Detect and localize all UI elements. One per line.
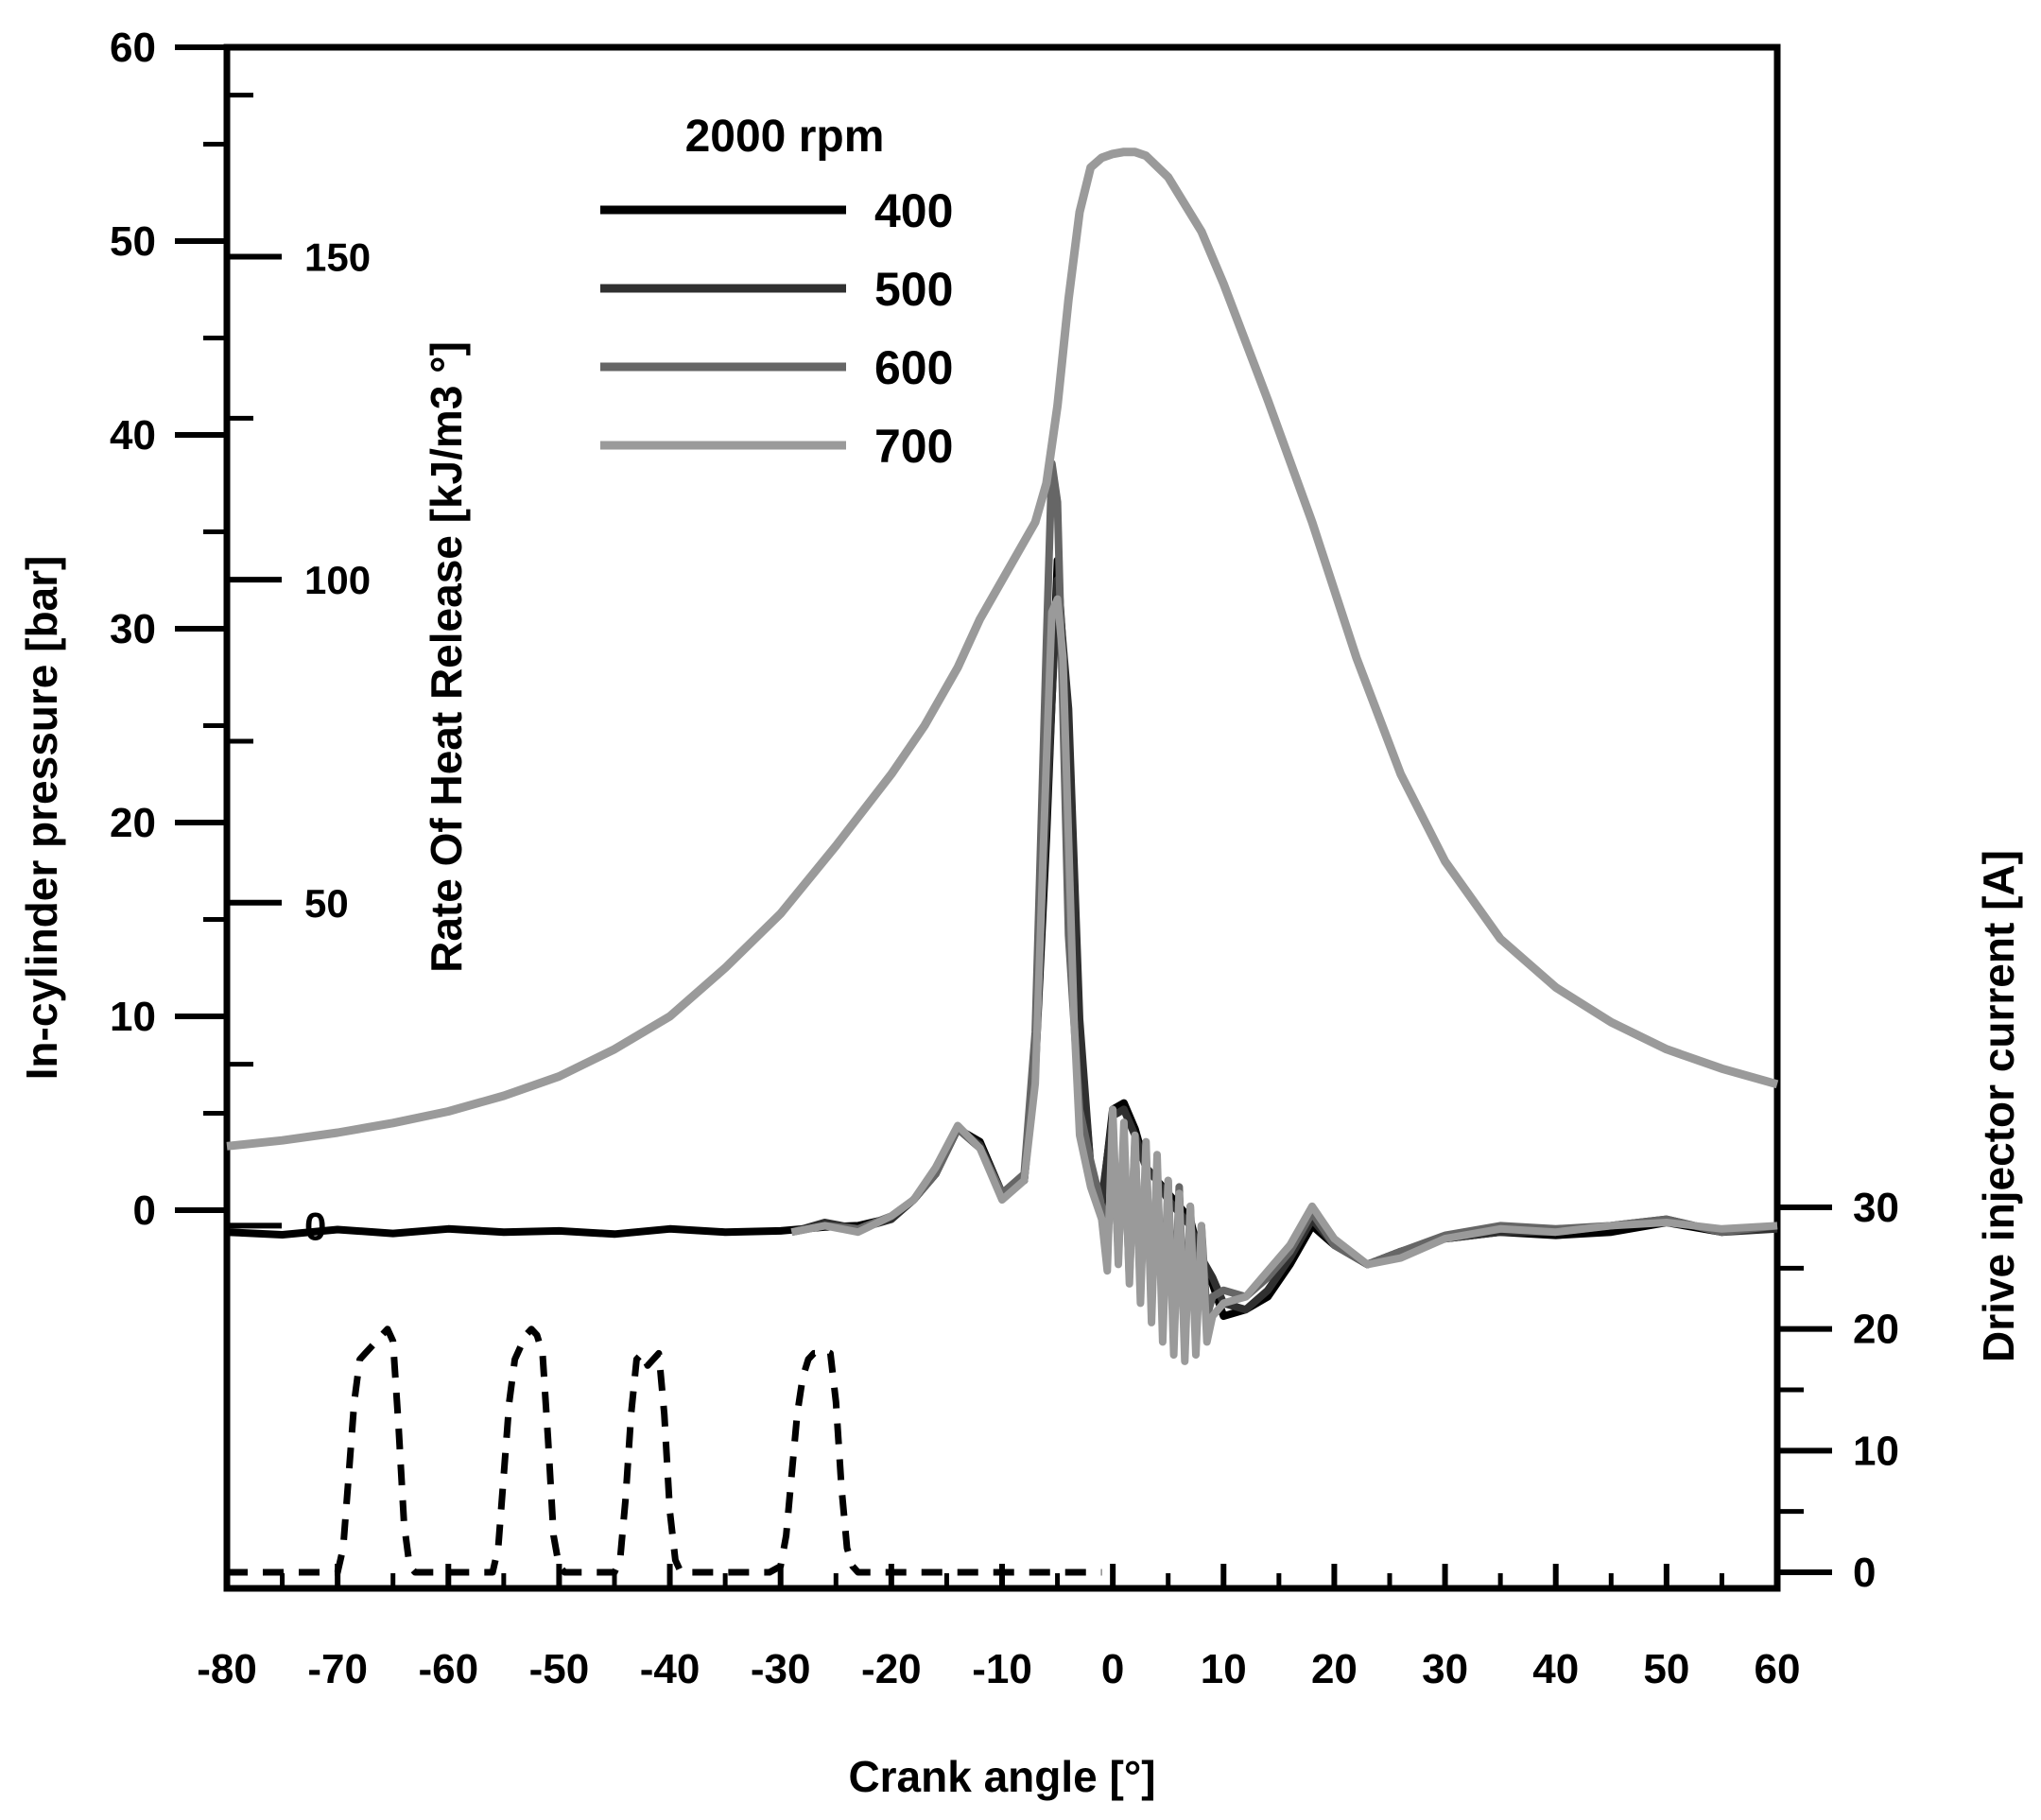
legend: 2000 rpm 400 500 600 700 xyxy=(600,112,953,473)
pressure-curve-line xyxy=(226,147,1779,1151)
legend-label-400: 400 xyxy=(874,184,953,237)
heat-release-line-700 xyxy=(790,595,1778,1365)
legend-label-500: 500 xyxy=(874,263,953,316)
legend-label-600: 600 xyxy=(874,341,953,394)
heat-release-lines xyxy=(226,459,1778,1365)
pressure-tick-label: 60 xyxy=(110,25,156,71)
x-tick-label: -70 xyxy=(307,1646,368,1692)
heat-release-axis-title: Rate Of Heat Release [kJ/m3 °] xyxy=(422,341,471,973)
x-tick-label: -60 xyxy=(418,1646,478,1692)
pressure-tick-label: 20 xyxy=(110,800,156,846)
heat-tick-label: 0 xyxy=(304,1204,326,1248)
pressure-tick-label: 10 xyxy=(110,994,156,1040)
x-tick-label: 30 xyxy=(1422,1646,1468,1692)
x-tick-label: 0 xyxy=(1101,1646,1124,1692)
x-tick-label: 50 xyxy=(1643,1646,1689,1692)
x-tick-label: -50 xyxy=(529,1646,590,1692)
x-tick-label: -40 xyxy=(640,1646,701,1692)
x-tick-label: 60 xyxy=(1755,1646,1801,1692)
x-tick-label: 10 xyxy=(1201,1646,1247,1692)
pressure-tick-label: 30 xyxy=(110,606,156,652)
pressure-axis-title: In-cylinder pressure [bar] xyxy=(17,556,66,1081)
heat-release-axis-ticks: 0 50 100 150 xyxy=(227,93,371,1248)
heat-release-line-600 xyxy=(790,459,1778,1346)
axes-group: -80 -70 -60 -50 -40 -30 -20 -10 0 10 20 30 40 50 60 0 1… xyxy=(110,25,1899,1692)
heat-release-line-500 xyxy=(790,576,1778,1314)
pressure-tick-label: 40 xyxy=(110,412,156,459)
current-axis-title: Drive injector current [A] xyxy=(1974,850,2023,1362)
pressure-tick-label: 0 xyxy=(133,1187,156,1234)
pressure-axis-ticks: 0 10 20 30 40 50 60 xyxy=(110,25,227,1234)
x-tick-label: -80 xyxy=(197,1646,257,1692)
current-tick-label: 20 xyxy=(1853,1307,1899,1353)
current-tick-label: 30 xyxy=(1853,1185,1899,1231)
current-tick-label: 10 xyxy=(1853,1428,1899,1474)
x-axis-ticks: -80 -70 -60 -50 -40 -30 -20 -10 0 10 20 30 40 50 60 xyxy=(197,1564,1800,1692)
legend-title: 2000 rpm xyxy=(685,112,885,162)
x-tick-label: -10 xyxy=(972,1646,1032,1692)
x-tick-label: 20 xyxy=(1311,1646,1358,1692)
heat-tick-label: 100 xyxy=(304,558,371,602)
heat-tick-label: 150 xyxy=(304,235,371,280)
injector-current-line xyxy=(227,1326,1102,1576)
data-group xyxy=(226,147,1779,1576)
x-tick-label: -30 xyxy=(751,1646,811,1692)
heat-tick-label: 50 xyxy=(304,881,349,926)
x-axis-title: Crank angle [°] xyxy=(848,1752,1155,1801)
x-tick-label: -20 xyxy=(861,1646,922,1692)
x-tick-label: 40 xyxy=(1532,1646,1579,1692)
legend-label-700: 700 xyxy=(874,420,953,473)
current-tick-label: 0 xyxy=(1853,1550,1876,1596)
pressure-tick-label: 50 xyxy=(110,218,156,265)
current-axis-ticks: 0 10 20 30 xyxy=(1777,1185,1899,1596)
